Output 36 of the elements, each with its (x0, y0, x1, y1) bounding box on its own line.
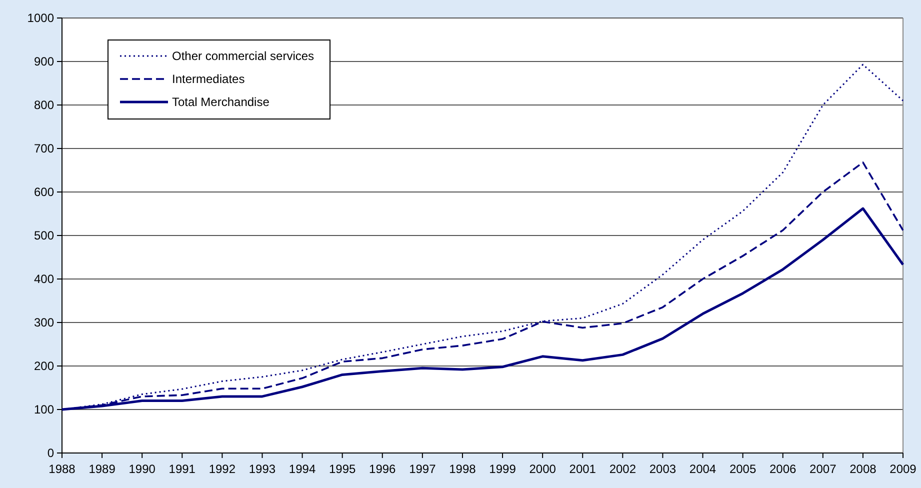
y-tick-label: 500 (34, 228, 54, 243)
x-tick-label: 1996 (369, 462, 396, 476)
y-tick-label: 600 (34, 185, 54, 200)
x-tick-label: 1998 (449, 462, 476, 476)
x-tick-label: 1989 (88, 462, 116, 476)
y-tick-label: 400 (34, 272, 54, 286)
y-tick-label: 0 (47, 446, 54, 460)
x-tick-label: 2000 (529, 462, 556, 476)
x-tick-label: 2003 (649, 462, 676, 476)
y-tick-label: 900 (34, 54, 54, 69)
legend-label: Other commercial services (172, 49, 314, 64)
x-tick-label: 1993 (248, 462, 276, 476)
x-tick-label: 2005 (729, 462, 756, 476)
x-tick-label: 2001 (569, 462, 596, 476)
x-tick-label: 1999 (489, 462, 516, 476)
y-tick-label: 100 (34, 402, 54, 417)
x-tick-label: 2008 (850, 462, 877, 476)
x-tick-label: 1992 (208, 462, 236, 476)
x-tick-label: 1997 (409, 462, 436, 476)
y-tick-label: 800 (34, 98, 54, 112)
y-tick-label: 300 (34, 316, 54, 330)
x-tick-label: 2007 (810, 462, 837, 476)
y-tick-label: 200 (34, 359, 54, 374)
y-tick-label: 700 (34, 142, 54, 156)
x-tick-label: 1995 (328, 462, 356, 476)
x-tick-label: 2006 (770, 462, 797, 476)
y-tick-label: 1000 (27, 11, 54, 26)
x-tick-label: 1988 (48, 462, 76, 476)
x-tick-label: 1991 (168, 462, 196, 476)
x-tick-label: 2004 (689, 462, 716, 476)
x-tick-label: 1994 (288, 462, 316, 476)
x-tick-label: 2009 (890, 462, 917, 476)
x-tick-label: 2002 (609, 462, 636, 476)
x-tick-label: 1990 (128, 462, 156, 476)
legend-label: Total Merchandise (172, 95, 270, 110)
legend-label: Intermediates (172, 72, 245, 86)
